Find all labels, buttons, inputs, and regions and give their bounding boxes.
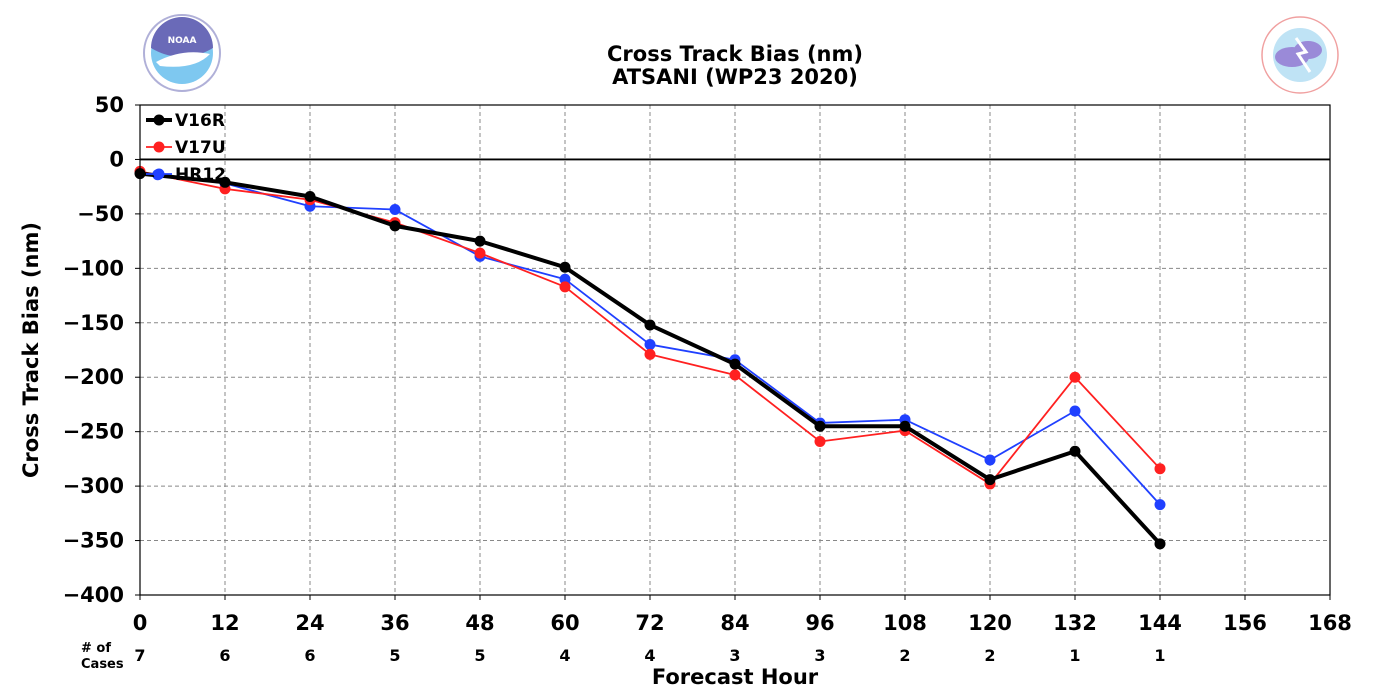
case-count: 5: [474, 646, 485, 665]
case-count: 7: [134, 646, 145, 665]
y-tick-label: −100: [63, 256, 124, 280]
x-tick-label: 72: [635, 611, 664, 635]
cases-label-line2: Cases: [81, 657, 124, 672]
case-count: 3: [729, 646, 740, 665]
y-tick-label: −350: [63, 529, 124, 553]
data-point: [1154, 499, 1166, 511]
legend-entry-hr12: HR12: [175, 165, 226, 185]
data-point: [644, 348, 656, 360]
y-tick-label: 50: [95, 93, 124, 117]
data-point: [984, 454, 996, 466]
chart-title: Cross Track Bias (nm): [607, 42, 863, 66]
data-point: [1069, 405, 1081, 417]
x-axis: 0 12 24 36 48 60 72 84 96 108 120 132 144 156 168: [133, 595, 1352, 635]
data-point: [304, 190, 316, 202]
y-tick-label: −300: [63, 474, 124, 498]
case-count: 5: [389, 646, 400, 665]
y-tick-label: −400: [63, 583, 124, 607]
case-count: 6: [304, 646, 315, 665]
y-tick-label: 0: [109, 147, 124, 171]
data-point: [389, 204, 401, 216]
chart-subtitle: ATSANI (WP23 2020): [612, 65, 858, 89]
noaa-logo-text: NOAA: [168, 36, 197, 46]
y-tick-label: −150: [63, 311, 124, 335]
data-point: [729, 369, 741, 381]
data-point: [559, 261, 571, 273]
y-tick-label: −200: [63, 365, 124, 389]
x-tick-label: 36: [380, 611, 409, 635]
series-layer: [134, 165, 1166, 550]
x-tick-label: 0: [133, 611, 148, 635]
data-point: [1069, 371, 1081, 383]
legend: V16R V17U HR12: [146, 111, 226, 185]
data-point: [984, 474, 996, 486]
data-point: [474, 247, 486, 259]
legend-entry-v17u: V17U: [175, 138, 226, 158]
data-point: [1069, 445, 1081, 457]
x-tick-label: 60: [550, 611, 579, 635]
case-count: 1: [1154, 646, 1165, 665]
data-point: [644, 339, 656, 351]
cases-label-line1: # of: [81, 641, 111, 656]
legend-marker: [153, 114, 165, 126]
x-axis-label: Forecast Hour: [652, 665, 819, 689]
cases-row: 7 6 6 5 5 4 4 3 3 2 2 1 1: [134, 646, 1165, 665]
x-tick-label: 156: [1223, 611, 1267, 635]
y-tick-label: −250: [63, 420, 124, 444]
x-tick-label: 168: [1308, 611, 1352, 635]
y-tick-label: −50: [77, 202, 124, 226]
x-tick-label: 144: [1138, 611, 1182, 635]
legend-marker: [153, 168, 165, 180]
data-point: [899, 420, 911, 432]
data-point: [814, 420, 826, 432]
legend-marker: [153, 141, 165, 153]
data-point: [1154, 463, 1166, 475]
x-tick-label: 84: [720, 611, 749, 635]
data-point: [559, 281, 571, 293]
data-point: [729, 358, 741, 370]
case-count: 2: [984, 646, 995, 665]
x-tick-label: 96: [805, 611, 834, 635]
x-tick-label: 132: [1053, 611, 1097, 635]
data-point: [559, 273, 571, 285]
data-point: [644, 319, 656, 331]
case-count: 4: [559, 646, 570, 665]
case-count: 3: [814, 646, 825, 665]
case-count: 6: [219, 646, 230, 665]
y-axis-label: Cross Track Bias (nm): [19, 222, 43, 478]
case-count: 1: [1069, 646, 1080, 665]
noaa-logo-icon: NOAA: [143, 14, 221, 92]
data-point: [814, 435, 826, 447]
x-tick-label: 108: [883, 611, 927, 635]
nws-logo-icon: [1261, 16, 1339, 94]
case-count: 2: [899, 646, 910, 665]
data-point: [389, 220, 401, 232]
legend-entry-v16r: V16R: [175, 111, 225, 131]
x-tick-label: 48: [465, 611, 494, 635]
series-v16r: [134, 168, 1166, 550]
x-tick-label: 12: [210, 611, 239, 635]
x-tick-label: 120: [968, 611, 1012, 635]
data-point: [474, 235, 486, 247]
grid: [140, 105, 1330, 595]
data-point: [1154, 538, 1166, 550]
case-count: 4: [644, 646, 655, 665]
y-axis: 50 0 −50 −100 −150 −200 −250 −300 −350 −400: [63, 93, 140, 607]
data-point: [219, 176, 231, 188]
x-tick-label: 24: [295, 611, 324, 635]
